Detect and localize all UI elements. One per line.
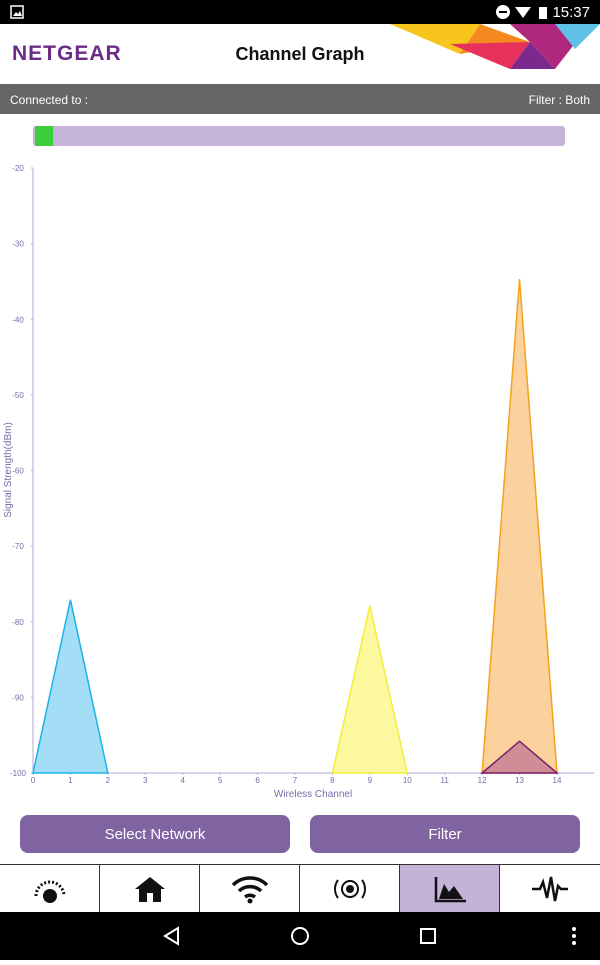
tab-signal[interactable] xyxy=(300,864,400,912)
x-axis-label: Wireless Channel xyxy=(274,789,352,800)
y-tick-label: -80 xyxy=(12,618,24,627)
notification-icon xyxy=(10,5,24,19)
header-title: Channel Graph xyxy=(235,44,365,64)
home-button[interactable] xyxy=(291,927,309,945)
connection-bar: Connected to : Filter : Both xyxy=(0,84,600,114)
x-tick-label: 1 xyxy=(68,776,73,785)
channel-chart: Wireless Channel Signal Strength(dBm) -2… xyxy=(3,164,595,800)
menu-button[interactable] xyxy=(572,927,576,945)
nav-bar xyxy=(0,912,600,960)
x-tick-label: 10 xyxy=(403,776,412,785)
slider-thumb[interactable] xyxy=(35,126,53,146)
network-triangle xyxy=(331,605,409,774)
header: NETGEAR Channel Graph xyxy=(0,24,600,84)
filter-button[interactable]: Filter xyxy=(310,815,580,853)
network-triangle xyxy=(32,599,109,774)
x-tick-label: 0 xyxy=(31,776,36,785)
clock: 15:37 xyxy=(552,4,590,21)
y-tick-label: -50 xyxy=(12,391,24,400)
x-tick-label: 4 xyxy=(180,776,185,785)
channel-slider[interactable] xyxy=(33,126,565,146)
x-tick-label: 5 xyxy=(218,776,223,785)
x-tick-label: 12 xyxy=(478,776,487,785)
select-network-button[interactable]: Select Network xyxy=(20,815,290,853)
x-tick-label: 11 xyxy=(441,776,450,785)
x-tick-label: 14 xyxy=(553,776,562,785)
y-tick-label: -30 xyxy=(12,240,24,249)
x-tick-label: 3 xyxy=(143,776,148,785)
y-tick-label: -20 xyxy=(12,164,24,173)
filter-status: Filter : Both xyxy=(528,93,590,107)
connected-label: Connected to : xyxy=(10,93,89,107)
network-triangle xyxy=(481,279,558,774)
tab-meter[interactable] xyxy=(0,864,100,912)
status-icons xyxy=(496,5,547,19)
logo: NETGEAR xyxy=(12,42,122,65)
x-tick-label: 7 xyxy=(293,776,298,785)
header-decoration xyxy=(390,24,600,69)
tab-interference[interactable] xyxy=(500,864,600,912)
tab-home[interactable] xyxy=(100,864,200,912)
y-axis-label: Signal Strength(dBm) xyxy=(3,422,14,518)
network-triangle xyxy=(480,740,560,774)
x-tick-label: 9 xyxy=(368,776,373,785)
nav-icons xyxy=(163,926,576,946)
x-tick-label: 2 xyxy=(106,776,111,785)
x-tick-label: 6 xyxy=(255,776,260,785)
tab-channel-graph[interactable] xyxy=(400,864,500,912)
status-bar: 15:37 xyxy=(0,0,600,24)
recents-button[interactable] xyxy=(420,928,436,944)
y-tick-label: -70 xyxy=(12,542,24,551)
back-button[interactable] xyxy=(163,926,179,946)
y-tick-label: -60 xyxy=(12,467,24,476)
tab-wifi[interactable] xyxy=(200,864,300,912)
x-tick-label: 8 xyxy=(330,776,335,785)
x-tick-label: 13 xyxy=(515,776,524,785)
y-tick-label: -40 xyxy=(12,315,24,324)
y-tick-label: -90 xyxy=(12,693,24,702)
y-tick-label: -100 xyxy=(10,769,27,778)
